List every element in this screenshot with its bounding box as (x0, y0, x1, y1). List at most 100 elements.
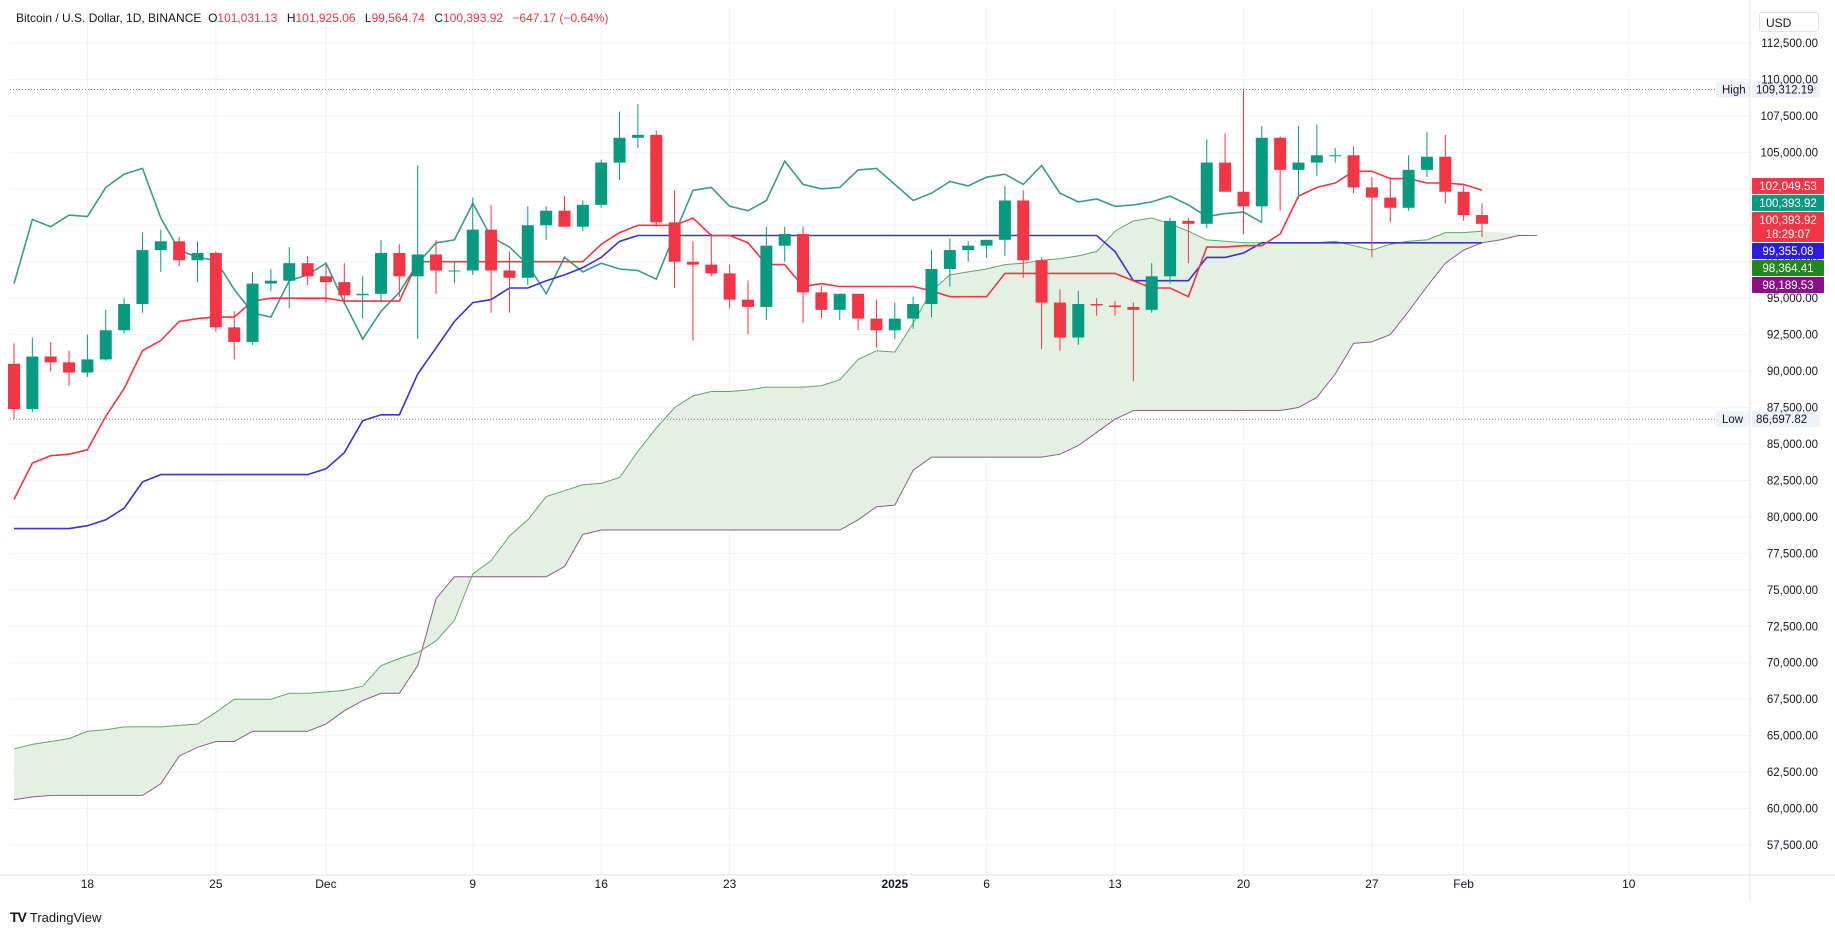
candle-body (1310, 155, 1323, 163)
candle-body (44, 356, 57, 363)
candle-body (264, 280, 277, 284)
high-label: High (1722, 84, 1746, 96)
open-label: O (208, 11, 218, 25)
price-label-bg (1752, 178, 1824, 194)
y-tick-label: 105,000.00 (1760, 147, 1818, 159)
x-tick-label: 18 (81, 877, 95, 891)
price-label: 99,355.08 (1762, 246, 1813, 258)
price-label: 100,393.92 (1759, 215, 1817, 227)
candle-body (1109, 305, 1121, 307)
change-value: −647.17 (−0.64%) (512, 11, 609, 25)
candle-body (466, 229, 479, 271)
lagging-span-line (13, 159, 1263, 341)
candle-body (907, 304, 920, 319)
candle-body (1145, 276, 1158, 310)
y-tick-label: 70,000.00 (1767, 658, 1818, 670)
candle-body (925, 269, 938, 305)
candle-body (375, 252, 387, 294)
leading-span-b-line (13, 235, 1538, 801)
symbol-title: Bitcoin / U.S. Dollar, 1D, BINANCE (16, 11, 202, 25)
candle-body (8, 363, 20, 410)
tradingview-logo-icon: TV (10, 909, 27, 925)
tradingview-brand: TradingView (29, 909, 102, 925)
low-value-bg (1752, 411, 1820, 428)
high-value-bg (1752, 81, 1820, 98)
candle-body (1127, 306, 1140, 310)
y-tick-label: 77,500.00 (1767, 548, 1818, 560)
low-label: Low (1722, 414, 1744, 426)
x-tick-label: 2025 (881, 877, 908, 891)
price-label-bg (1752, 277, 1824, 293)
high-value: 109,312.19 (1756, 84, 1814, 96)
y-tick-label: 60,000.00 (1767, 804, 1818, 816)
price-label-bg (1752, 212, 1824, 242)
candle-body (576, 204, 589, 227)
candle-body (173, 241, 186, 261)
candle-body (723, 273, 736, 300)
y-tick-label: 112,500.00 (1761, 38, 1818, 50)
candle-body (595, 162, 608, 205)
candle-body (1457, 191, 1470, 216)
candle-body (1274, 137, 1287, 170)
candle-body (686, 261, 699, 265)
y-tick-label: 57,500.00 (1767, 840, 1818, 852)
y-tick-label: 107,500.00 (1760, 111, 1818, 123)
y-tick-label: 75,000.00 (1767, 585, 1818, 597)
candle-body (154, 241, 167, 251)
candle-body (319, 276, 332, 283)
candle-body (26, 356, 39, 410)
candle-body (1347, 155, 1360, 188)
candle-body (943, 250, 956, 270)
tradingview-logo[interactable]: TV TradingView (10, 909, 101, 925)
candle-body (1476, 215, 1488, 224)
y-tick-label: 95,000.00 (1767, 293, 1818, 305)
candle-body (1420, 156, 1433, 170)
high-label-bg (1716, 81, 1750, 98)
x-tick-label: 10 (1622, 877, 1636, 891)
candle-body (1255, 137, 1268, 207)
candle-body (485, 229, 498, 271)
candle-body (1402, 169, 1415, 208)
candle-body (81, 359, 94, 373)
x-tick-label: 16 (595, 877, 609, 891)
x-tick-label: 27 (1365, 877, 1379, 891)
tenkan-line (13, 170, 1483, 500)
symbol-legend: Bitcoin / U.S. Dollar, 1D, BINANCE O101,… (16, 11, 614, 25)
candle-body (63, 362, 76, 373)
candle-body (980, 239, 993, 246)
low-value: 86,697.82 (1756, 414, 1807, 426)
candle-body (668, 222, 681, 262)
candle-body (613, 137, 626, 163)
y-tick-label: 80,000.00 (1767, 512, 1818, 524)
x-tick-label: Feb (1453, 877, 1474, 891)
candle-body (1439, 156, 1452, 192)
candle-body (631, 134, 644, 138)
candle-body (393, 252, 406, 277)
x-tick-label: 23 (723, 877, 737, 891)
currency-selector[interactable]: USD (1759, 12, 1819, 32)
candle-body (540, 210, 553, 226)
candle-body (1200, 162, 1213, 224)
candle-body (815, 292, 828, 310)
price-label-bg (1752, 260, 1824, 276)
x-tick-label: 13 (1108, 877, 1122, 891)
candle-body (1384, 197, 1397, 208)
y-tick-label: 65,000.00 (1767, 731, 1818, 743)
candle-body (283, 263, 296, 281)
candle-body (870, 318, 883, 331)
candle-body (705, 264, 718, 274)
candle-body (209, 252, 222, 328)
price-label: 98,364.41 (1762, 263, 1813, 275)
candle-body (228, 327, 241, 342)
candle-body (778, 234, 791, 246)
candle-body (246, 283, 259, 342)
candle-body (1017, 200, 1030, 261)
x-tick-label: 20 (1237, 877, 1251, 891)
x-tick-label: 9 (469, 877, 476, 891)
candle-body (1329, 155, 1342, 157)
candle-body (338, 282, 351, 296)
price-label: 98,189.53 (1762, 280, 1813, 292)
candle-body (356, 293, 369, 296)
candle-body (1219, 162, 1232, 192)
